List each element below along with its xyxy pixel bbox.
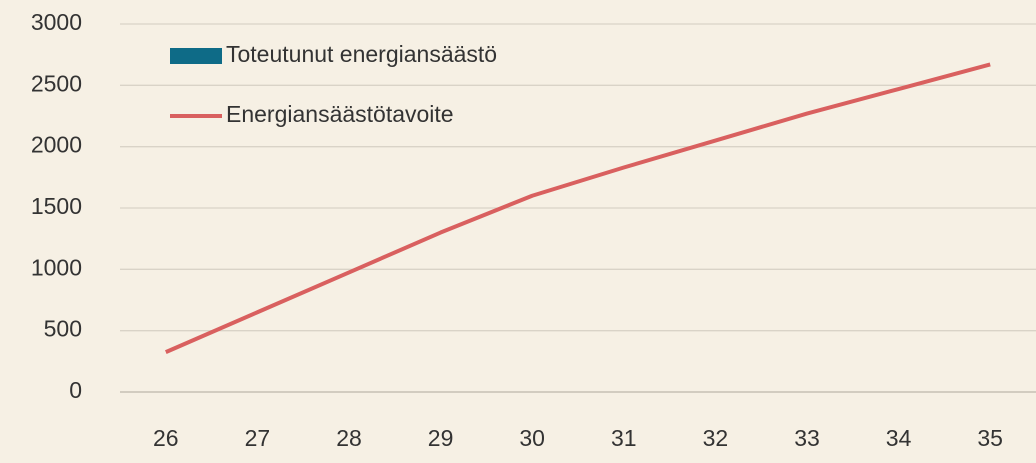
y-tick-label: 3000 xyxy=(31,9,82,35)
x-tick-label: 29 xyxy=(428,425,454,451)
y-tick-label: 1500 xyxy=(31,193,82,219)
legend-swatch xyxy=(170,48,222,64)
y-tick-label: 500 xyxy=(44,316,82,342)
x-tick-label: 30 xyxy=(519,425,545,451)
legend-label: Toteutunut energiansäästö xyxy=(226,41,497,67)
x-tick-label: 32 xyxy=(703,425,729,451)
y-tick-label: 0 xyxy=(69,377,82,403)
x-tick-label: 31 xyxy=(611,425,637,451)
y-tick-label: 2000 xyxy=(31,132,82,158)
x-tick-label: 27 xyxy=(245,425,271,451)
x-tick-label: 26 xyxy=(153,425,179,451)
x-tick-label: 33 xyxy=(794,425,820,451)
x-tick-label: 35 xyxy=(977,425,1003,451)
y-tick-label: 1000 xyxy=(31,254,82,280)
legend-label: Energiansäästötavoite xyxy=(226,101,454,127)
y-tick-label: 2500 xyxy=(31,70,82,96)
x-tick-label: 28 xyxy=(336,425,362,451)
line xyxy=(165,62,991,354)
x-tick-label: 34 xyxy=(886,425,912,451)
